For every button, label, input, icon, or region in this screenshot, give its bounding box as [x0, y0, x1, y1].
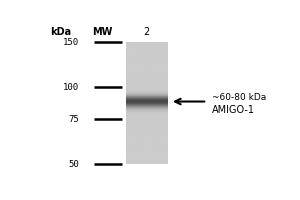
Text: 50: 50 — [69, 160, 79, 169]
Text: AMIGO-1: AMIGO-1 — [212, 105, 255, 115]
Text: MW: MW — [92, 27, 113, 37]
Text: 100: 100 — [63, 83, 79, 92]
Text: 2: 2 — [144, 27, 150, 37]
Text: 150: 150 — [63, 38, 79, 47]
Text: kDa: kDa — [50, 27, 71, 37]
Text: 75: 75 — [69, 115, 79, 124]
Text: ~60-80 kDa: ~60-80 kDa — [212, 93, 266, 102]
